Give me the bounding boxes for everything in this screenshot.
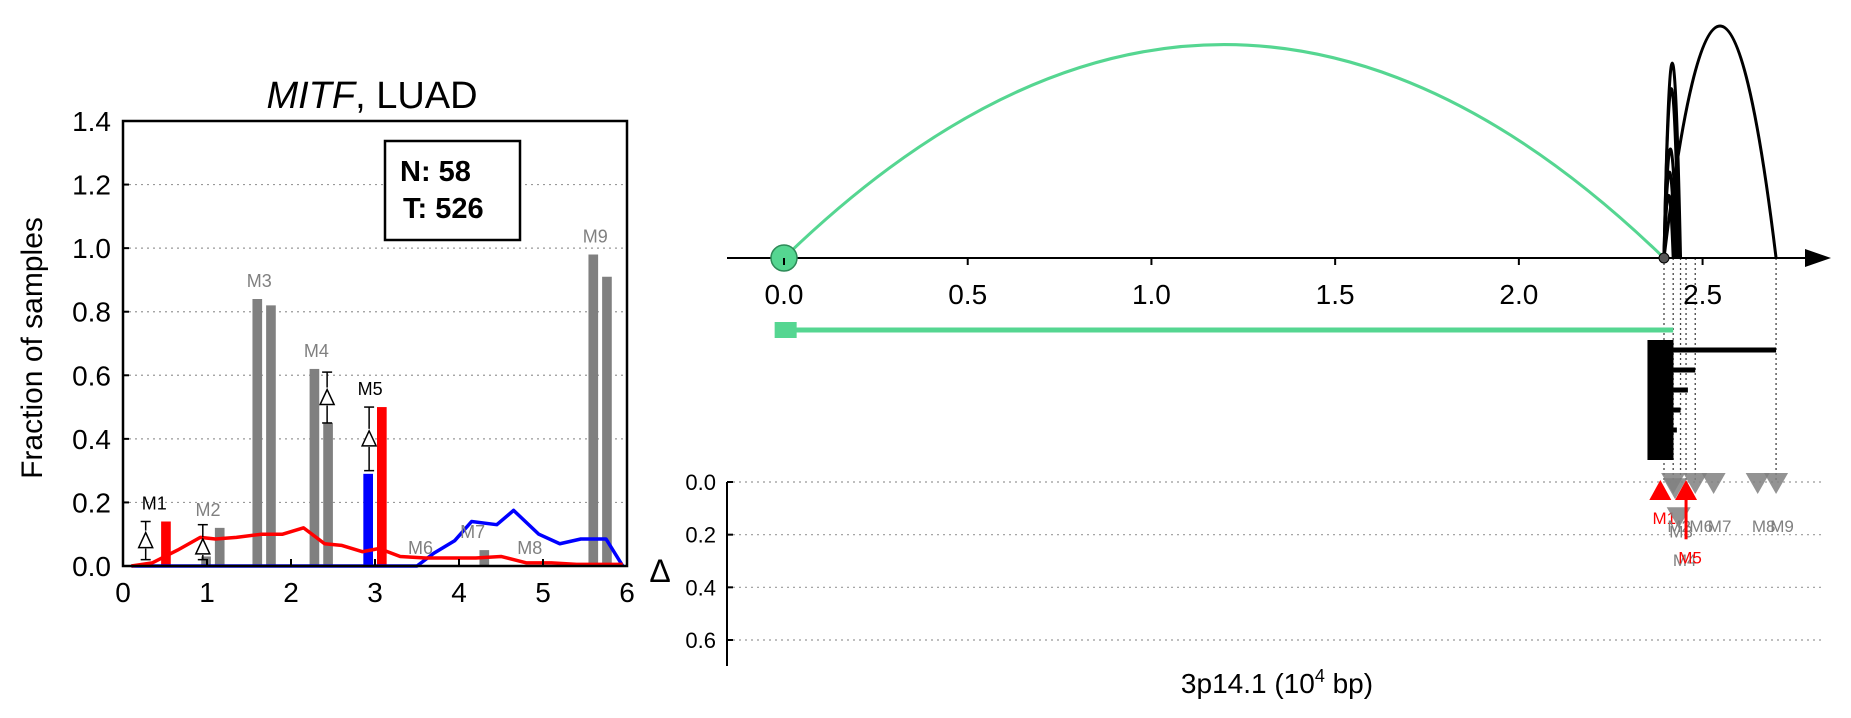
splice-arc	[1662, 193, 1675, 259]
delta-point-label: M6	[1689, 517, 1713, 536]
delta-down-triangle-icon	[1745, 473, 1770, 494]
left-y-tick-label: 0.6	[72, 360, 111, 391]
bar-label: M5	[358, 379, 383, 399]
delta-triangle-icon	[194, 537, 211, 555]
delta-up-arrow-icon	[1649, 480, 1672, 500]
transcript-exon	[1647, 440, 1674, 460]
transcript-exon	[1647, 420, 1674, 440]
left-x-tick-label: 4	[451, 577, 467, 608]
left-y-tick-label: 0.2	[72, 487, 111, 518]
genome-axis-arrow-icon	[1805, 249, 1831, 267]
right-x-axis-label: 3p14.1 (104 bp)	[1181, 666, 1373, 699]
bar-label: M8	[517, 538, 542, 558]
tumor-bar	[266, 305, 276, 566]
tumor-bar	[323, 422, 333, 566]
normal-bar	[309, 368, 320, 566]
delta-y-ticks: 0.0 0.2 0.4 0.6	[685, 470, 733, 653]
left-bars	[161, 254, 612, 566]
delta-axis-label: Δ	[649, 553, 670, 589]
bar-label: M1	[142, 494, 167, 514]
delta-point-label: M8	[1752, 517, 1776, 536]
transcript-tracks	[774, 322, 1777, 460]
left-x-ticks: 0 1 2 3 4 5 6	[115, 559, 635, 608]
delta-down-triangle-icon	[1663, 478, 1688, 500]
delta-y-tick-label: 0.6	[685, 628, 716, 653]
delta-triangle-icon	[318, 387, 336, 406]
left-grid	[123, 183, 627, 504]
normal-bar	[252, 299, 263, 566]
delta-triangle-icon	[137, 530, 154, 549]
right-x-ticks: 0.0 0.5 1.0 1.5 2.0 2.5	[765, 258, 1722, 310]
right-x-tick-label: 1.0	[1132, 279, 1171, 310]
left-bar-labels: M1 M2 M3 M4 M5 M6 M7 M8 M9	[142, 227, 608, 559]
left-y-axis-label: Fraction of samples	[16, 217, 49, 479]
delta-triangle-icon	[360, 429, 378, 447]
delta-up-arrow-icon	[1675, 480, 1698, 500]
bar-label: M4	[304, 341, 329, 361]
delta-point-label: M1	[1653, 509, 1677, 528]
splice-arc	[1662, 24, 1778, 259]
right-x-tick-label: 0.5	[948, 279, 987, 310]
delta-down-triangle-icon	[1701, 473, 1726, 494]
left-y-tick-label: 0.8	[72, 297, 111, 328]
sample-count-box: N: 58 T: 526	[383, 139, 522, 242]
tumor-line	[131, 526, 623, 568]
bar-label: M3	[247, 271, 272, 291]
delta-point-label: M7	[1708, 517, 1732, 536]
transcript-exon	[774, 322, 797, 338]
tumor-bar	[377, 407, 387, 566]
bar-label: M6	[408, 538, 433, 558]
left-chart: MITF, LUAD Fraction of samples M1 M2M3M4M…	[16, 75, 635, 608]
left-y-tick-label: 1.2	[72, 170, 111, 201]
delta-down-triangle-icon	[1683, 473, 1708, 494]
tumor-bar	[214, 527, 225, 566]
splice-arc	[782, 43, 1666, 260]
left-chart-title: MITF, LUAD	[266, 75, 477, 117]
left-x-tick-label: 2	[283, 577, 299, 608]
normal-bar	[363, 473, 373, 566]
delta-point-label: M5	[1678, 548, 1702, 567]
right-x-tick-label: 0.0	[765, 279, 804, 310]
bar-label: M9	[583, 227, 608, 247]
sample-count-frame	[383, 139, 522, 242]
right-x-tick-label: 1.5	[1316, 279, 1355, 310]
left-x-tick-label: 0	[115, 577, 131, 608]
transcript-exon	[1647, 360, 1674, 380]
left-x-tick-label: 1	[199, 577, 215, 608]
left-y-tick-label: 1.0	[72, 233, 111, 264]
left-y-tick-label: 0.4	[72, 424, 111, 455]
tumor-count-label: T: 526	[403, 193, 484, 225]
tumor-bar	[161, 521, 171, 566]
bar-label: M2	[196, 500, 221, 520]
delta-y-tick-label: 0.4	[685, 575, 716, 600]
right-chart: 0.00.51.01.52.02.5 0.00.20.40.6 Δ M1M2M3…	[649, 24, 1831, 699]
right-x-tick-label: 2.5	[1683, 279, 1722, 310]
delta-y-tick-label: 0.0	[685, 470, 716, 495]
transcript-exon	[1647, 400, 1674, 420]
left-x-tick-label: 3	[367, 577, 383, 608]
left-delta-markers	[137, 371, 378, 561]
junction-marker	[1658, 252, 1670, 264]
transcript-exon	[1647, 380, 1674, 400]
left-x-tick-label: 5	[535, 577, 551, 608]
delta-y-tick-label: 0.2	[685, 523, 716, 548]
delta-grid	[727, 481, 1822, 641]
left-y-tick-label: 0.0	[72, 551, 111, 582]
splice-arcs	[782, 24, 1778, 260]
normal-count-label: N: 58	[400, 156, 471, 188]
right-x-tick-label: 2.0	[1499, 279, 1538, 310]
delta-down-triangle-icon	[1764, 473, 1789, 494]
left-x-tick-label: 6	[619, 577, 635, 608]
delta-point-label: M4	[1673, 551, 1697, 570]
left-y-ticks: 0.0 0.2 0.4 0.6 0.8 1.0 1.2 1.4	[72, 106, 129, 582]
normal-bar	[588, 254, 599, 566]
bar-label: M7	[460, 522, 485, 542]
delta-point-label: M9	[1770, 517, 1794, 536]
tumor-bar	[602, 276, 612, 566]
transcript-exon	[1647, 340, 1674, 360]
left-y-tick-label: 1.4	[72, 106, 111, 137]
